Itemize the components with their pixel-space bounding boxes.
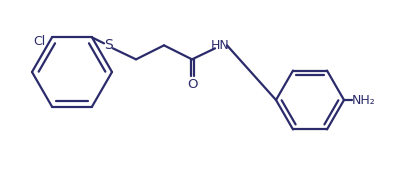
Text: S: S bbox=[104, 38, 112, 52]
Text: Cl: Cl bbox=[33, 35, 45, 48]
Text: NH₂: NH₂ bbox=[352, 93, 376, 107]
Text: O: O bbox=[187, 78, 197, 91]
Text: HN: HN bbox=[211, 39, 229, 52]
